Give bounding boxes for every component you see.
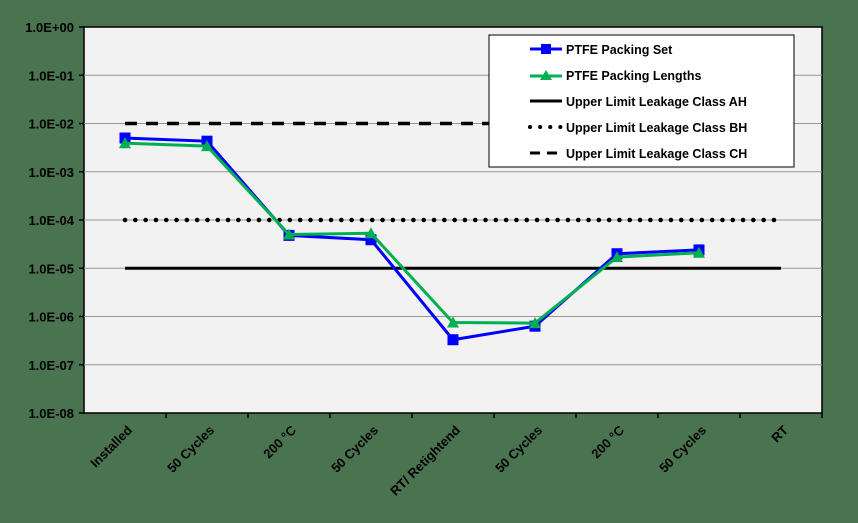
x-axis: Installed 50 Cycles 200 °C 50 Cycles RT/ Ret…	[87, 413, 823, 498]
x-tick-label: 200 °C	[260, 422, 299, 461]
y-tick-label: 1.0E-04	[28, 213, 74, 228]
triangle-marker-icon	[611, 251, 623, 263]
y-tick-label: 1.0E+00	[25, 20, 74, 35]
triangle-marker-icon	[119, 137, 131, 149]
triangle-marker-icon	[529, 317, 541, 329]
x-tick-label: 200 °C	[588, 422, 627, 461]
data-series	[119, 132, 705, 346]
legend-label: PTFE Packing Lengths	[566, 69, 701, 83]
x-tick-label: 50 Cycles	[164, 423, 217, 476]
y-tick-label: 1.0E-07	[28, 358, 74, 373]
series-line	[124, 136, 700, 342]
y-tick-label: 1.0E-06	[28, 310, 74, 325]
y-tick-label: 1.0E-02	[28, 117, 74, 132]
x-tick-label: Installed	[87, 422, 135, 470]
x-tick-label: 50 Cycles	[328, 423, 381, 476]
square-marker-icon	[447, 334, 459, 346]
triangle-marker-icon	[447, 316, 459, 328]
square-marker-icon	[365, 234, 377, 246]
legend-label: Upper Limit Leakage Class CH	[566, 147, 747, 161]
y-tick-label: 1.0E-05	[28, 261, 74, 276]
triangle-marker-icon	[365, 227, 377, 239]
legend-label: Upper Limit Leakage Class AH	[566, 95, 747, 109]
legend-label: Upper Limit Leakage Class BH	[566, 121, 747, 135]
triangle-marker-icon	[693, 246, 705, 258]
x-tick-label: 50 Cycles	[656, 423, 709, 476]
legend: PTFE Packing Set PTFE Packing Lengths Up…	[488, 34, 795, 168]
y-tick-label: 1.0E-01	[28, 68, 74, 83]
x-tick-label: RT/ Retightend	[387, 422, 463, 498]
y-tick-label: 1.0E-08	[28, 406, 74, 421]
x-tick-label: 50 Cycles	[492, 423, 545, 476]
triangle-marker-icon	[540, 70, 552, 80]
triangle-marker-icon	[201, 140, 213, 152]
triangle-marker-icon	[283, 228, 295, 240]
y-axis: 1.0E+00 1.0E-01 1.0E-02 1.0E-03 1.0E-04 1.0E-…	[25, 20, 84, 421]
legend-label: PTFE Packing Set	[566, 43, 673, 57]
series-line	[124, 141, 700, 325]
square-marker-icon	[541, 44, 551, 54]
x-tick-label: RT	[768, 422, 791, 445]
y-tick-label: 1.0E-03	[28, 165, 74, 180]
